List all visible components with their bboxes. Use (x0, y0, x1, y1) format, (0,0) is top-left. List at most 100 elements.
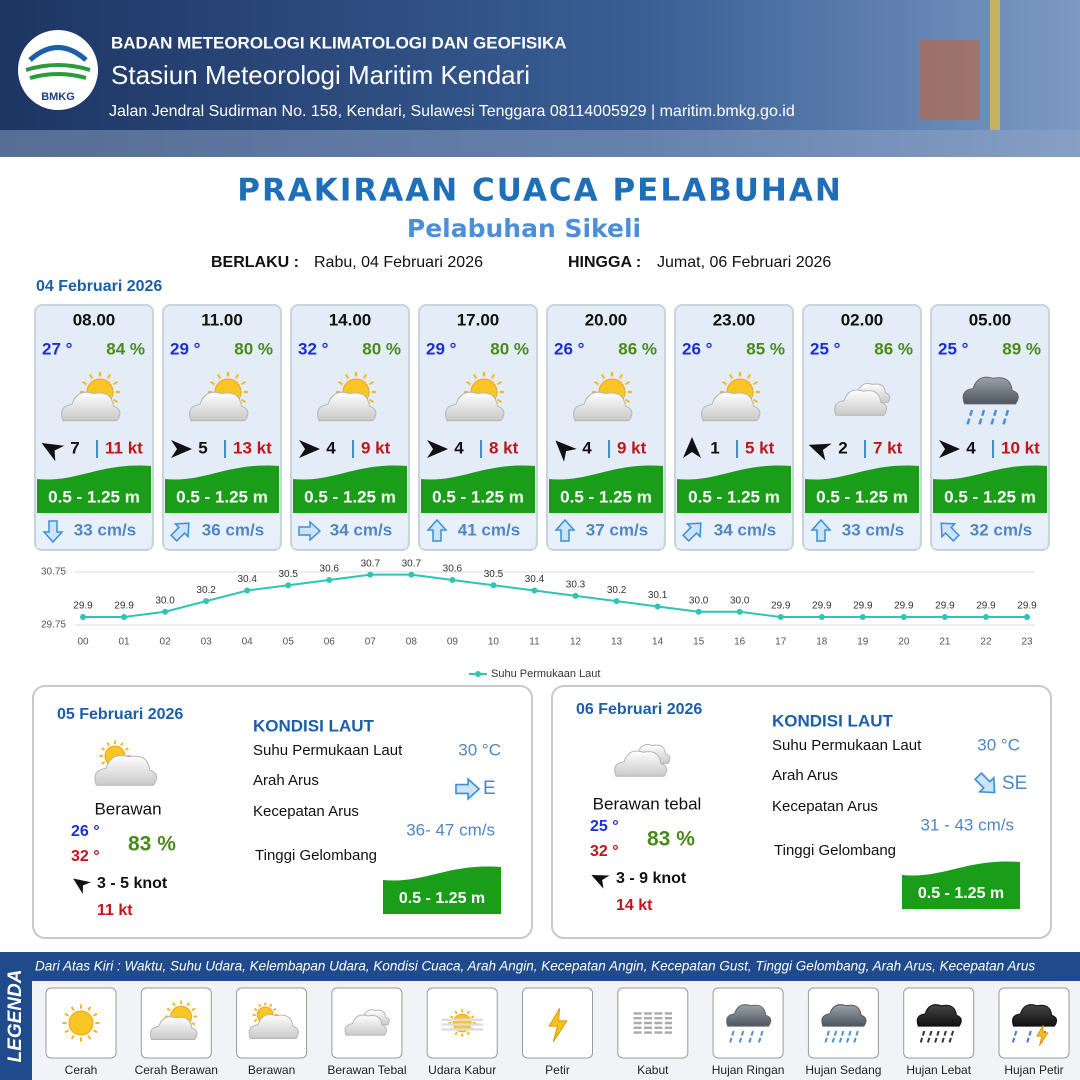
rain (1011, 1030, 1018, 1045)
header-containers (920, 40, 980, 120)
wind-arrow (683, 437, 701, 458)
sun-ray (92, 1029, 98, 1034)
time: 17.00 (457, 310, 500, 329)
sun-ray (106, 742, 110, 747)
from-date: Rabu, 04 Februari 2026 (314, 254, 483, 271)
wind-arrow (427, 440, 448, 458)
value-label: 30.3 (566, 579, 586, 590)
to-label: HINGGA : (568, 254, 641, 271)
sun-ray (87, 1034, 92, 1040)
sst-point (818, 614, 825, 621)
legend-item: Hujan Lebat (906, 1063, 971, 1077)
weather-icon (701, 371, 761, 422)
current-arrow (170, 522, 190, 542)
sst-point (449, 576, 456, 583)
value-label: 30.7 (361, 558, 381, 569)
wave-shape (549, 465, 663, 513)
sun-ray (241, 381, 246, 386)
legend-item: Udara Kabur (428, 1063, 496, 1077)
humidity: 80 % (490, 339, 529, 358)
sun-ray (113, 381, 118, 386)
logo-arc (28, 45, 88, 62)
rain (738, 1030, 745, 1045)
gust: 13 kt (233, 438, 272, 457)
gust: 11 kt (105, 438, 143, 457)
sst-point (80, 614, 86, 621)
speed: 31 - 43 cm/s (920, 815, 1014, 834)
x-tick-label: 02 (160, 637, 172, 648)
sun (68, 1010, 94, 1036)
legend-title: LEGENDA (5, 970, 26, 1063)
air-temp: 27 ° (42, 339, 73, 358)
legend-item: Cerah Berawan (135, 1063, 218, 1077)
sun-ray (101, 747, 106, 751)
wave-label: Tinggi Gelombang (255, 847, 377, 864)
station: Stasiun Meteorologi Maritim Kendari (111, 60, 530, 90)
wave-shape (37, 465, 151, 513)
cloud (248, 1014, 299, 1039)
wave-height: 0.5 - 1.25 m (176, 487, 268, 506)
air-temp: 32 ° (298, 339, 329, 358)
wind-speed: 4 (582, 438, 592, 457)
value-label: 30.6 (443, 564, 463, 575)
legend-label: Suhu Permukaan Laut (491, 668, 600, 680)
weather-icon (1011, 1004, 1058, 1046)
sun-ray (191, 1007, 196, 1012)
sst-point (654, 603, 661, 610)
rain (852, 1030, 859, 1045)
day-box (32, 685, 533, 939)
wave-height: 0.5 - 1.25 m (432, 487, 524, 506)
y-tick-label: 30.75 (41, 567, 66, 578)
dir: SE (1002, 773, 1027, 794)
gust: 9 kt (361, 438, 391, 457)
sun-ray (70, 1006, 75, 1012)
dir-label: Arah Arus (772, 767, 838, 784)
sun-ray (490, 374, 495, 379)
sun-ray (369, 398, 374, 403)
sun-ray (172, 1002, 176, 1007)
time: 05.00 (969, 310, 1012, 329)
current-speed: 36 cm/s (202, 520, 264, 539)
air-temp: 26 ° (682, 339, 713, 358)
sst: 30 °C (977, 735, 1020, 754)
current-arrow (554, 518, 576, 542)
rain (933, 1030, 940, 1045)
legend-description: Dari Atas Kiri : Waktu, Suhu Udara, Kele… (35, 959, 1035, 974)
sst-point (531, 587, 538, 594)
sst-point (490, 582, 497, 589)
cloud (701, 391, 761, 422)
wind-arrow (939, 440, 960, 458)
rain (919, 1030, 926, 1045)
cloud (189, 391, 249, 422)
time: 14.00 (329, 310, 372, 329)
x-tick-label: 16 (734, 637, 746, 648)
wind-arrow (41, 443, 65, 462)
dir-label: Arah Arus (253, 772, 319, 789)
weather-icon (61, 371, 121, 422)
wind-speed: 4 (326, 438, 336, 457)
x-tick-label: 08 (406, 637, 418, 648)
gust: 10 kt (1001, 438, 1040, 457)
sst-point (285, 582, 292, 589)
subtitle: Pelabuhan Sikeli (407, 214, 641, 243)
value-label: 30.0 (689, 595, 709, 606)
humidity: 83 % (647, 828, 695, 851)
sun-ray (101, 761, 106, 765)
rain (965, 409, 974, 427)
sst-point (162, 608, 169, 615)
wind-speed: 7 (70, 438, 79, 457)
sun-ray (82, 381, 87, 386)
wave-shape (165, 465, 279, 513)
wave-label: Tinggi Gelombang (774, 842, 896, 859)
legend-item: Hujan Sedang (805, 1063, 881, 1077)
wind-speed: 2 (838, 438, 847, 457)
gust: 9 kt (617, 438, 647, 457)
sun-ray (470, 1015, 475, 1019)
value-label: 30.4 (237, 574, 257, 585)
speed-label: Kecepatan Arus (253, 803, 359, 820)
sun-ray (338, 381, 343, 386)
logo-wave (25, 63, 91, 80)
weather-icon (94, 740, 158, 786)
sun-ray (234, 374, 239, 379)
cloud (1011, 1004, 1058, 1027)
